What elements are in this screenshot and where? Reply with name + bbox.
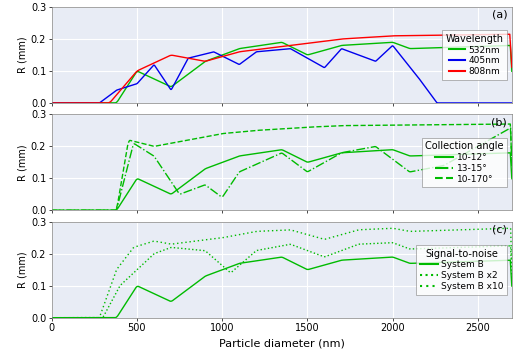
- Text: (c): (c): [492, 225, 507, 235]
- Text: (a): (a): [492, 10, 507, 20]
- Text: (b): (b): [492, 117, 507, 127]
- Legend: System B, System B x2, System B x10: System B, System B x2, System B x10: [416, 245, 507, 295]
- Y-axis label: R (mm): R (mm): [18, 144, 28, 181]
- Y-axis label: R (mm): R (mm): [18, 37, 28, 73]
- X-axis label: Particle diameter (nm): Particle diameter (nm): [219, 339, 345, 349]
- Y-axis label: R (mm): R (mm): [18, 251, 28, 288]
- Legend: 532nm, 405nm, 808nm: 532nm, 405nm, 808nm: [442, 30, 507, 80]
- Legend: 10-12°, 13-15°, 10-170°: 10-12°, 13-15°, 10-170°: [421, 138, 507, 187]
